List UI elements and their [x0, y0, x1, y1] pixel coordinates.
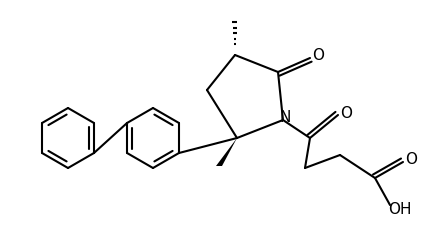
Text: O: O	[339, 106, 351, 120]
Text: N: N	[279, 111, 290, 125]
Text: O: O	[311, 49, 323, 63]
Text: O: O	[404, 153, 416, 167]
Polygon shape	[216, 138, 236, 166]
Text: OH: OH	[387, 202, 411, 216]
